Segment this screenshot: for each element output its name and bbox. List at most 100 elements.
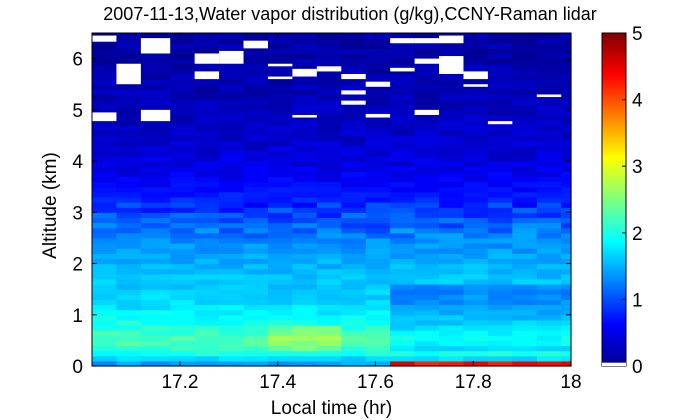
heatmap-cell: [512, 186, 538, 193]
heatmap-cell: [92, 79, 118, 85]
heatmap-cell: [194, 248, 220, 254]
heatmap-cell: [439, 243, 465, 249]
heatmap-cell: [92, 340, 118, 347]
heatmap-cell: [194, 360, 220, 367]
heatmap-cell: [316, 150, 342, 157]
heatmap-cell: [536, 135, 562, 142]
heatmap-cell: [316, 99, 342, 106]
heatmap-cell: [170, 120, 196, 126]
heatmap-cell: [243, 63, 269, 70]
heatmap-cell: [170, 94, 196, 101]
heatmap-cell: [243, 94, 269, 101]
heatmap-cell: [267, 125, 293, 131]
heatmap-cell: [536, 350, 562, 357]
heatmap-cell: [561, 350, 572, 357]
heatmap-cell: [390, 253, 416, 260]
heatmap-cell: [316, 114, 342, 121]
heatmap-cell: [194, 155, 220, 162]
heatmap-cell: [365, 253, 391, 260]
heatmap-cell: [512, 125, 538, 131]
heatmap-cell: [341, 135, 367, 142]
heatmap-cell: [194, 253, 220, 260]
heatmap-cell: [561, 232, 572, 239]
heatmap-cell: [536, 53, 562, 60]
heatmap-cell: [561, 278, 572, 285]
heatmap-cell: [536, 345, 562, 352]
heatmap-cell: [390, 176, 416, 183]
heatmap-cell: [561, 84, 572, 90]
heatmap-cell: [243, 309, 269, 316]
heatmap-cell: [243, 196, 269, 203]
heatmap-cell: [194, 314, 220, 321]
heatmap-cell: [194, 345, 220, 352]
heatmap-cell: [561, 33, 572, 39]
heatmap-cell: [365, 109, 391, 116]
heatmap-cell: [116, 58, 142, 65]
heatmap-cell: [512, 212, 538, 219]
heatmap-cell: [439, 207, 465, 213]
heatmap-cell: [512, 48, 538, 55]
heatmap-cell: [561, 314, 572, 321]
heatmap-cell: [116, 104, 142, 111]
heatmap-cell: [487, 319, 513, 326]
heatmap-cell: [341, 150, 367, 157]
heatmap-cell: [194, 212, 220, 219]
heatmap-cell: [512, 135, 538, 142]
heatmap-cell: [194, 289, 220, 295]
heatmap-cell: [219, 232, 245, 239]
heatmap-cell: [341, 243, 367, 249]
heatmap-cell: [194, 166, 220, 172]
heatmap-cell: [316, 232, 342, 239]
heatmap-cell: [267, 130, 293, 137]
heatmap-cell: [243, 202, 269, 208]
missing-data-cell: [414, 109, 440, 115]
heatmap-cell: [487, 294, 513, 300]
heatmap-cell: [463, 289, 489, 295]
heatmap-cell: [170, 217, 196, 224]
heatmap-cell: [194, 217, 220, 224]
heatmap-cell: [365, 94, 391, 101]
heatmap-cell: [292, 89, 318, 96]
heatmap-cell: [92, 53, 118, 60]
heatmap-cell: [536, 222, 562, 229]
heatmap-cell: [267, 258, 293, 265]
heatmap-cell: [170, 309, 196, 316]
heatmap-cell: [390, 73, 416, 80]
heatmap-cell: [512, 304, 538, 311]
heatmap-cell: [267, 181, 293, 188]
heatmap-cell: [561, 284, 572, 290]
heatmap-cell: [414, 232, 440, 239]
missing-data-cell: [439, 56, 464, 74]
heatmap-cell: [116, 294, 142, 300]
heatmap-cell: [512, 181, 538, 188]
heatmap-cell: [341, 114, 367, 121]
heatmap-cell: [390, 109, 416, 116]
heatmap-cell: [116, 125, 142, 131]
heatmap-cell: [390, 299, 416, 306]
heatmap-cell: [536, 130, 562, 137]
heatmap-cell: [463, 58, 489, 65]
heatmap-cell: [536, 207, 562, 213]
heatmap-cell: [243, 191, 269, 198]
heatmap-cell: [243, 53, 269, 60]
heatmap-cell: [390, 53, 416, 60]
missing-data-cell: [92, 35, 117, 42]
heatmap-cell: [512, 289, 538, 295]
heatmap-cell: [170, 53, 196, 60]
heatmap-cell: [116, 258, 142, 265]
heatmap-cell: [463, 150, 489, 157]
heatmap-cell: [92, 202, 118, 208]
heatmap-cell: [341, 48, 367, 55]
heatmap-cell: [487, 217, 513, 224]
heatmap-cell: [390, 33, 416, 39]
heatmap-cell: [341, 84, 367, 90]
heatmap-cell: [512, 248, 538, 254]
heatmap-cell: [439, 145, 465, 152]
heatmap-cell: [341, 130, 367, 137]
heatmap-cell: [316, 273, 342, 280]
heatmap-cell: [414, 196, 440, 203]
heatmap-cell: [487, 289, 513, 295]
heatmap-cell: [140, 120, 171, 126]
heatmap-cell: [170, 161, 196, 167]
heatmap-cell: [267, 325, 293, 331]
